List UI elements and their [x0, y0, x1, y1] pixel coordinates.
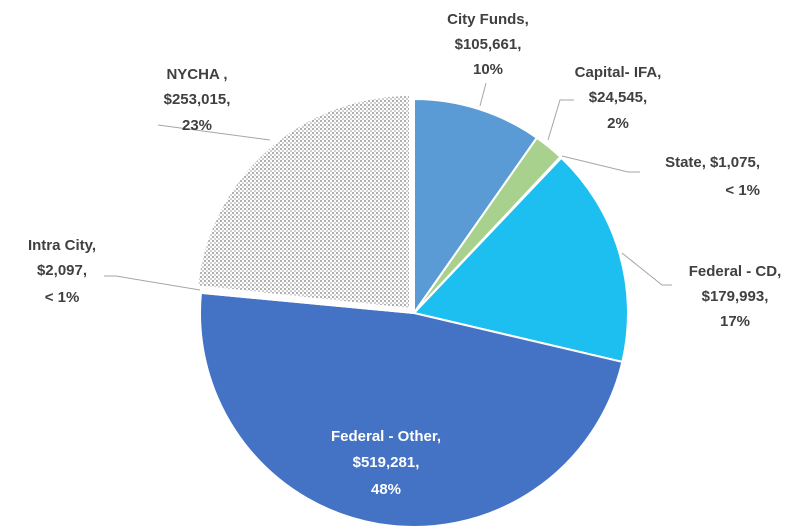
- label-part: State,: [665, 154, 706, 171]
- leader-line: [104, 275, 201, 291]
- label-part: $519,281,: [353, 454, 420, 471]
- data-label: NYCHA , $253,015, 23%: [164, 66, 231, 134]
- label-part: 48%: [371, 481, 401, 498]
- leader-line: [621, 252, 672, 286]
- leader-line: [479, 82, 487, 107]
- label-part: $105,661,: [455, 36, 522, 53]
- pie-slice: [413, 97, 539, 317]
- label-part: 10%: [473, 61, 503, 78]
- pie-slice: [199, 291, 624, 527]
- label-part: 23%: [182, 117, 212, 134]
- data-label: Intra City, $2,097, < 1%: [28, 237, 96, 306]
- label-part: $2,097,: [37, 262, 87, 279]
- label-part: $1,075,: [710, 154, 760, 171]
- pie-slice: [199, 289, 415, 314]
- leader-line: [157, 124, 271, 141]
- leader-line: [547, 99, 574, 141]
- label-part: 2%: [607, 115, 629, 132]
- label-part: $179,993,: [702, 288, 769, 305]
- label-part: < 1%: [45, 289, 80, 306]
- label-part: City Funds,: [447, 11, 529, 28]
- label-part: Federal - CD,: [689, 263, 782, 280]
- label-part: $24,545,: [589, 89, 647, 106]
- label-part: < 1%: [725, 182, 760, 199]
- data-label: City Funds, $105,661, 10%: [447, 11, 529, 78]
- data-label: State, $1,075, < 1%: [665, 154, 760, 199]
- data-label: Federal - CD, $179,993, 17%: [689, 263, 782, 330]
- label-part: NYCHA ,: [166, 66, 227, 83]
- pie-slice: [196, 93, 411, 311]
- label-part: Federal - Other,: [331, 428, 441, 445]
- leader-line: [561, 155, 640, 173]
- pie-slice: [412, 156, 629, 364]
- data-label: Capital- IFA, $24,545, 2%: [575, 64, 662, 132]
- data-label: Federal - Other, $519,281, 48%: [331, 428, 441, 498]
- label-part: Capital- IFA,: [575, 64, 662, 81]
- label-part: Intra City,: [28, 237, 96, 254]
- label-part: $253,015,: [164, 91, 231, 108]
- label-part: 17%: [720, 313, 750, 330]
